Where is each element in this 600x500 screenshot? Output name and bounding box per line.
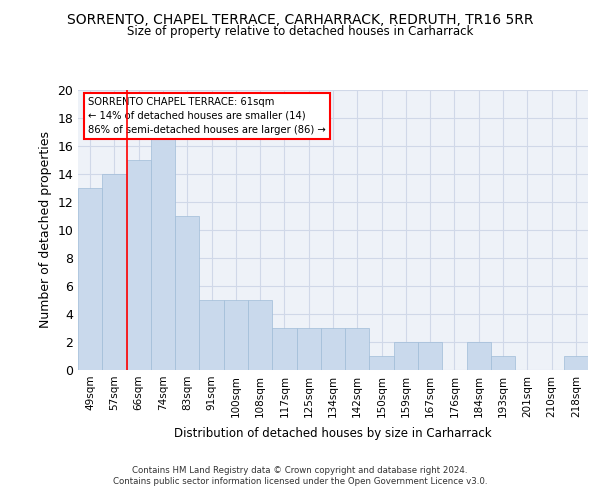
Bar	[175, 216, 199, 370]
Bar	[564, 356, 588, 370]
Bar	[78, 188, 102, 370]
Text: SORRENTO CHAPEL TERRACE: 61sqm
← 14% of detached houses are smaller (14)
86% of : SORRENTO CHAPEL TERRACE: 61sqm ← 14% of …	[88, 97, 326, 135]
Bar	[127, 160, 151, 370]
Bar	[224, 300, 248, 370]
Bar	[296, 328, 321, 370]
Text: Contains public sector information licensed under the Open Government Licence v3: Contains public sector information licen…	[113, 477, 487, 486]
Text: Distribution of detached houses by size in Carharrack: Distribution of detached houses by size …	[174, 428, 492, 440]
Bar	[102, 174, 127, 370]
Bar	[199, 300, 224, 370]
Bar	[370, 356, 394, 370]
Text: SORRENTO, CHAPEL TERRACE, CARHARRACK, REDRUTH, TR16 5RR: SORRENTO, CHAPEL TERRACE, CARHARRACK, RE…	[67, 12, 533, 26]
Bar	[345, 328, 370, 370]
Text: Contains HM Land Registry data © Crown copyright and database right 2024.: Contains HM Land Registry data © Crown c…	[132, 466, 468, 475]
Bar	[151, 132, 175, 370]
Bar	[272, 328, 296, 370]
Text: Size of property relative to detached houses in Carharrack: Size of property relative to detached ho…	[127, 25, 473, 38]
Bar	[418, 342, 442, 370]
Y-axis label: Number of detached properties: Number of detached properties	[39, 132, 52, 328]
Bar	[491, 356, 515, 370]
Bar	[321, 328, 345, 370]
Bar	[467, 342, 491, 370]
Bar	[394, 342, 418, 370]
Bar	[248, 300, 272, 370]
